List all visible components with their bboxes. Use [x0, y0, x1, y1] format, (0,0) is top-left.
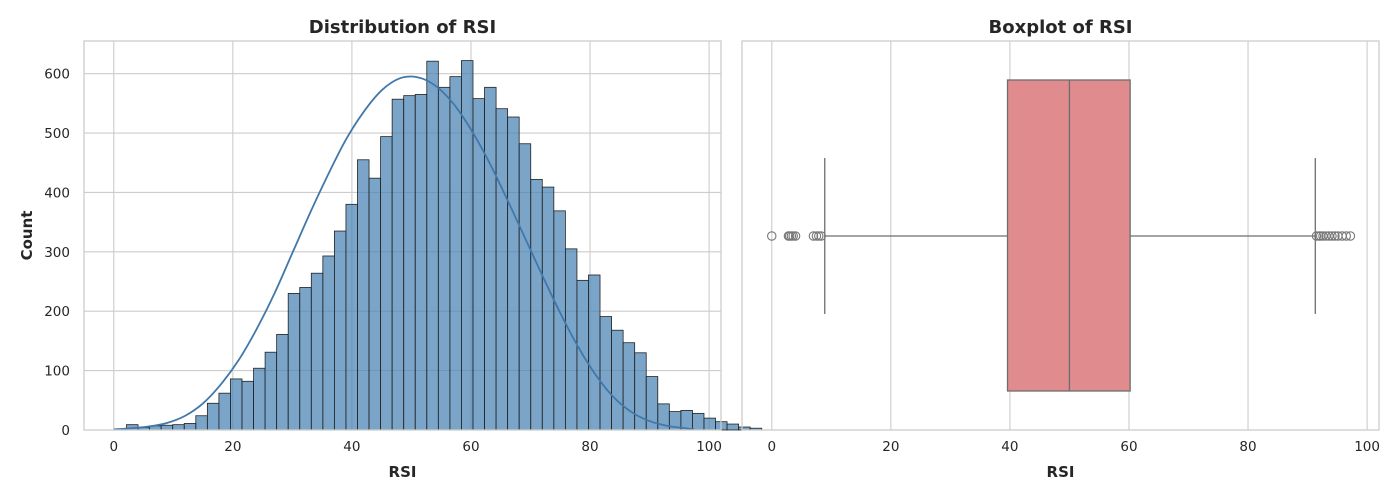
outlier-point	[790, 231, 801, 241]
x-tick-label: 0	[109, 439, 118, 455]
histogram-bar	[437, 86, 451, 431]
x-tick-label: 40	[1001, 439, 1018, 455]
boxplot-shapes	[824, 79, 1316, 392]
y-tick-label: 400	[44, 185, 70, 201]
x-tick-label: 100	[1354, 439, 1380, 455]
x-tick-label: 80	[1239, 439, 1256, 455]
histogram-frame	[83, 40, 722, 431]
y-tick-label: 600	[44, 67, 70, 83]
histogram-bar	[599, 316, 612, 431]
y-tick-label: 100	[44, 364, 70, 380]
x-tick-label: 60	[1120, 439, 1137, 455]
boxplot-outliers	[767, 231, 1356, 241]
histogram-bar	[368, 177, 381, 431]
x-tick-label: 20	[882, 439, 899, 455]
outlier-point	[814, 231, 824, 241]
histogram-bar	[414, 94, 428, 431]
x-tick-label: 60	[462, 439, 479, 455]
x-tick-label: 20	[224, 439, 241, 455]
histogram-bar	[160, 424, 174, 431]
y-tick-label: 500	[44, 126, 70, 142]
histogram-bar	[507, 116, 520, 431]
histogram-bar	[530, 178, 543, 431]
histogram-bar	[218, 392, 231, 431]
outlier-point	[788, 231, 798, 241]
y-tick-label: 0	[61, 423, 70, 439]
outlier-point	[767, 231, 777, 241]
histogram-bars	[126, 60, 763, 431]
histogram-bar	[611, 329, 624, 431]
outlier-point	[1330, 231, 1340, 241]
boxplot-x-axis-label: RSI	[1047, 463, 1075, 481]
x-tick-label: 40	[343, 439, 360, 455]
histogram-bar	[541, 186, 555, 431]
histogram-bar	[287, 293, 301, 431]
histogram-bar	[564, 248, 578, 431]
boxplot-frame	[741, 40, 1380, 431]
histogram-title: Distribution of RSI	[309, 17, 496, 38]
histogram-bar	[345, 203, 358, 431]
histogram-bar	[726, 423, 740, 431]
kde-curve	[113, 75, 695, 431]
outlier-point	[1341, 231, 1352, 241]
histogram-bar	[449, 76, 462, 431]
histogram-bar	[484, 86, 497, 431]
histogram-bar	[310, 272, 324, 431]
boxplot-x-tick-labels: 0 20 40 60 80 100	[767, 439, 1380, 455]
x-tick-label: 0	[767, 439, 776, 455]
outlier-point	[816, 231, 826, 241]
histogram-bar	[264, 351, 278, 431]
histogram-bar	[426, 60, 439, 431]
histogram-bar	[357, 159, 370, 431]
histogram-bar	[206, 402, 220, 431]
histogram-bar	[391, 98, 405, 431]
outlier-point	[1327, 231, 1337, 241]
histogram-bar	[692, 412, 705, 431]
outlier-point	[811, 231, 822, 241]
x-tick-label: 100	[696, 439, 722, 455]
histogram-bar	[230, 378, 243, 431]
histogram-y-tick-labels: 0 100 200 300 400 500 600	[44, 67, 70, 439]
histogram-bar	[380, 136, 393, 431]
histogram-x-axis-label: RSI	[389, 463, 417, 481]
histogram-bar	[241, 380, 254, 431]
y-tick-label: 300	[44, 245, 70, 261]
histogram-y-axis-label: Count	[18, 211, 36, 261]
x-tick-label: 80	[581, 439, 598, 455]
histogram-panel: 0 20 40 60 80 100 0 100 200 300 400 500 600 Distrib…	[18, 17, 763, 481]
histogram-bar	[333, 230, 347, 431]
y-tick-label: 200	[44, 304, 70, 320]
histogram-bar	[322, 255, 335, 431]
boxplot-panel: 0 20 40 60 80 100 Boxplot of RSI RSI	[741, 17, 1380, 481]
histogram-bar	[588, 274, 601, 431]
histogram-bar	[403, 95, 416, 431]
histogram-x-tick-labels: 0 20 40 60 80 100	[109, 439, 722, 455]
histogram-bar	[518, 143, 532, 431]
histogram-bar	[183, 423, 197, 431]
histogram-bar	[172, 424, 185, 431]
histogram-bar	[703, 417, 716, 431]
outlier-point	[1311, 231, 1322, 241]
histogram-bar	[622, 342, 636, 431]
histogram-bar	[195, 415, 208, 431]
histogram-bar	[276, 333, 289, 431]
histogram-bar	[299, 287, 312, 431]
histogram-bar	[495, 108, 509, 431]
boxplot-title: Boxplot of RSI	[989, 17, 1133, 38]
histogram-bar	[253, 367, 266, 431]
outlier-point	[1345, 231, 1356, 241]
outlier-point	[808, 231, 819, 241]
